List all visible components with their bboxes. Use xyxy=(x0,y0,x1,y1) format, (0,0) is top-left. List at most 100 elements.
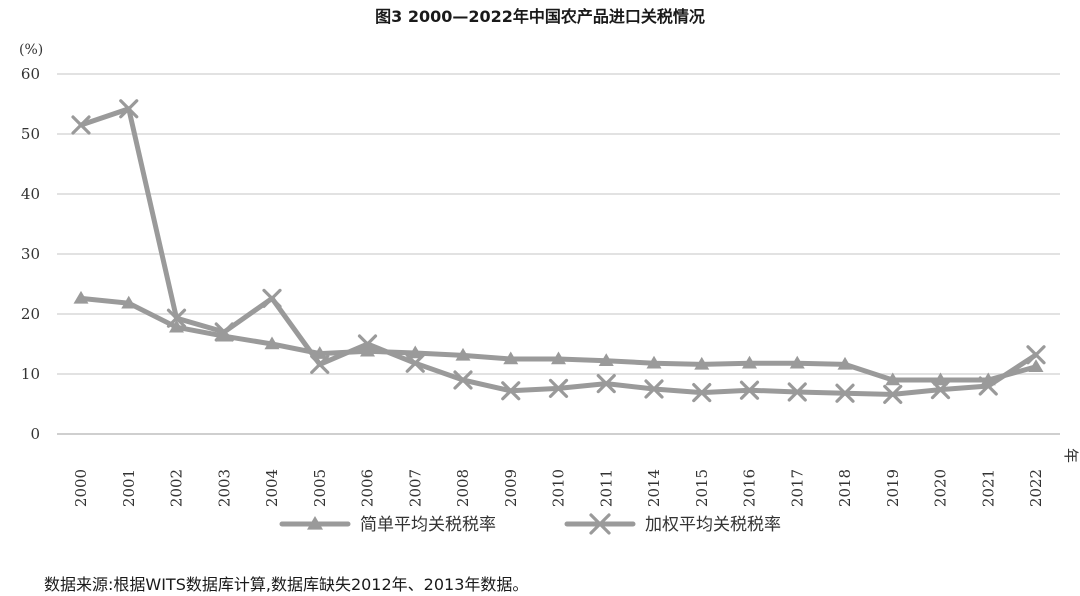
x-marker-stroke xyxy=(739,380,760,400)
y-tick-label: 20 xyxy=(21,305,40,323)
x-marker xyxy=(71,115,91,135)
x-marker xyxy=(589,513,611,535)
x-tick-label: 2011 xyxy=(597,469,615,507)
x-marker-stroke xyxy=(644,379,664,399)
x-marker-stroke xyxy=(71,115,91,135)
x-tick-label: 2010 xyxy=(550,469,568,507)
x-marker xyxy=(930,380,951,400)
triangle-marker xyxy=(551,351,566,365)
x-marker-stroke xyxy=(1026,345,1046,365)
x-marker xyxy=(405,353,425,373)
x-tick-label: 2004 xyxy=(263,469,281,507)
chart-title: 图3 2000—2022年中国农产品进口关税情况 xyxy=(375,7,705,26)
x-marker-stroke xyxy=(214,322,234,342)
legend-label: 简单平均关税税率 xyxy=(360,515,496,535)
x-marker xyxy=(596,374,616,394)
x-marker-stroke xyxy=(596,374,616,394)
x-tick-label: 2007 xyxy=(406,469,424,507)
x-marker xyxy=(119,99,139,119)
triangle-marker xyxy=(307,516,323,530)
x-marker xyxy=(787,382,807,402)
x-marker xyxy=(978,376,998,396)
triangle-marker xyxy=(216,328,232,342)
x-marker xyxy=(262,288,282,308)
x-marker-stroke xyxy=(589,513,611,535)
x-marker-stroke xyxy=(357,334,378,354)
legend-item: 简单平均关税税率 xyxy=(279,515,496,535)
triangle-marker xyxy=(933,372,948,386)
source-note: 数据来源:根据WITS数据库计算,数据库缺失2012年、2013年数据。 xyxy=(44,575,529,594)
y-tick-labels: 0 10 20 30 40 50 60 xyxy=(21,65,40,443)
y-tick-label: 60 xyxy=(21,65,40,83)
triangle-marker xyxy=(742,355,757,369)
triangle-marker xyxy=(407,345,423,359)
x-tick-label: 2016 xyxy=(741,469,759,507)
y-tick-label: 30 xyxy=(21,245,40,263)
x-tick-label: 2006 xyxy=(359,469,377,507)
y-unit-label: (%) xyxy=(19,42,43,58)
x-marker-stroke xyxy=(930,380,951,400)
series-1 xyxy=(73,290,1044,386)
y-tick-label: 50 xyxy=(21,125,40,143)
triangle-marker xyxy=(885,372,901,386)
x-marker xyxy=(310,354,330,374)
triangle-marker xyxy=(694,356,710,370)
legend-label: 加权平均关税税率 xyxy=(645,515,781,535)
x-marker-stroke xyxy=(548,378,569,398)
x-marker xyxy=(1026,345,1046,365)
x-tick-label: 2005 xyxy=(311,469,329,507)
triangle-marker xyxy=(837,356,853,370)
x-marker xyxy=(883,384,903,404)
triangle-marker xyxy=(455,347,471,361)
x-marker-stroke xyxy=(310,354,330,374)
x-marker-stroke xyxy=(453,370,473,390)
x-marker-stroke xyxy=(166,308,187,328)
triangle-marker xyxy=(169,319,184,333)
x-marker xyxy=(453,370,473,390)
x-marker xyxy=(357,334,378,354)
x-tick-label: 2019 xyxy=(884,469,902,507)
triangle-marker xyxy=(646,355,662,369)
triangle-marker xyxy=(1028,359,1044,373)
triangle-marker xyxy=(503,351,519,365)
x-marker xyxy=(739,380,760,400)
x-tick-label: 2003 xyxy=(215,469,233,507)
series-2 xyxy=(71,99,1046,404)
x-tick-label: 2018 xyxy=(836,469,854,507)
triangle-marker xyxy=(264,336,280,350)
x-tick-label: 2002 xyxy=(168,469,186,507)
x-tick-labels: 2000 2001 2002 2003 2004 2005 2006 2007 2008 2009… xyxy=(72,469,1045,507)
x-marker-stroke xyxy=(978,376,998,396)
x-tick-label: 2008 xyxy=(454,469,472,507)
x-marker-stroke xyxy=(787,382,807,402)
x-tick-label: 2021 xyxy=(979,469,997,507)
x-marker-stroke xyxy=(835,383,855,403)
x-marker xyxy=(692,383,712,403)
x-marker xyxy=(214,322,234,342)
triangle-marker xyxy=(121,295,137,309)
x-marker xyxy=(644,379,664,399)
grid-lines xyxy=(57,73,1060,435)
y-tick-label: 10 xyxy=(21,365,40,383)
x-marker xyxy=(548,378,569,398)
x-marker-stroke xyxy=(501,381,521,401)
x-tick-label: 2022 xyxy=(1027,469,1045,507)
series-lines xyxy=(71,99,1046,404)
x-marker-stroke xyxy=(883,384,903,404)
legend-item: 加权平均关税税率 xyxy=(564,513,781,535)
x-marker xyxy=(501,381,521,401)
triangle-marker xyxy=(598,353,614,367)
x-marker-stroke xyxy=(692,383,712,403)
x-tick-label: 2015 xyxy=(693,469,711,507)
x-marker-stroke xyxy=(262,288,282,308)
x-tick-label: 2014 xyxy=(645,469,663,507)
y-tick-label: 0 xyxy=(30,425,40,443)
x-unit-label: 年 xyxy=(1062,448,1080,463)
x-marker xyxy=(166,308,187,328)
triangle-marker xyxy=(73,290,89,304)
legend: 简单平均关税税率 加权平均关税税率 xyxy=(279,513,781,535)
y-tick-label: 40 xyxy=(21,185,40,203)
x-marker-stroke xyxy=(119,99,139,119)
x-tick-label: 2020 xyxy=(932,469,950,507)
